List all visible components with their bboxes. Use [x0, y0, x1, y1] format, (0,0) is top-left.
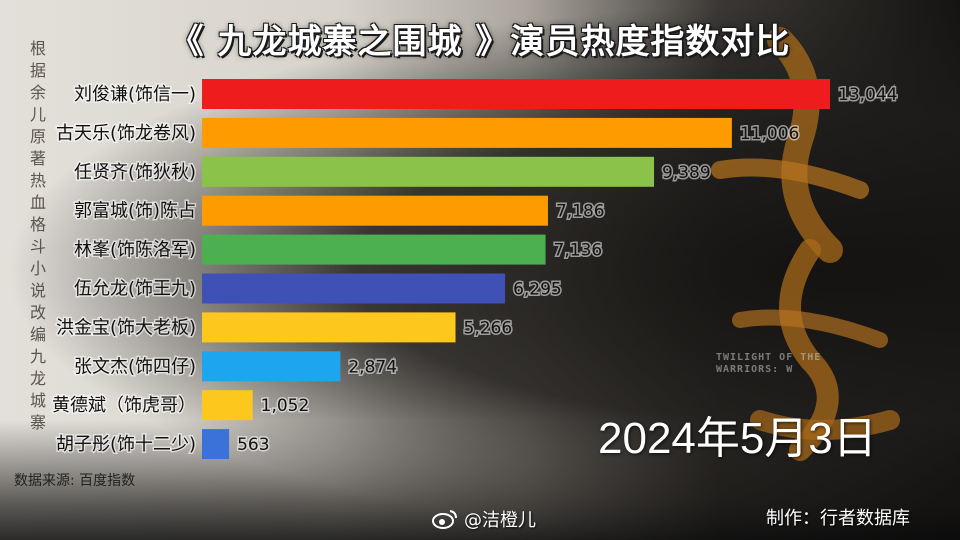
- calligraphy-artwork: [711, 27, 900, 461]
- weibo-icon: [432, 510, 457, 529]
- value-label: 1,052: [261, 396, 310, 416]
- chart-title: 《 九龙城寨之围城 》演员热度指数对比: [169, 22, 791, 62]
- value-label: 7,136: [554, 241, 603, 261]
- data-source: 数据来源: 百度指数: [14, 473, 136, 489]
- category-label: 林峯(饰陈洛军): [74, 240, 196, 261]
- bar-2: [202, 156, 655, 187]
- bar-0: [202, 79, 830, 109]
- poster-english-title: TWILIGHT OF THE WARRIORS: W: [716, 352, 822, 375]
- watermark-text: @洁橙儿: [464, 510, 536, 531]
- bar-3: [202, 195, 548, 226]
- value-label: 11,006: [740, 124, 799, 144]
- value-label: 7,186: [556, 202, 605, 222]
- bar-8: [202, 390, 253, 421]
- value-label: 6,295: [513, 280, 562, 300]
- value-label: 13,044: [838, 85, 897, 105]
- bar-7: [202, 351, 341, 382]
- credit-text: 制作：行者数据库: [766, 508, 910, 529]
- value-label: 5,266: [464, 318, 513, 338]
- bar-5: [202, 273, 506, 304]
- bar-6: [202, 312, 456, 343]
- category-label: 任贤齐(饰狄秋): [74, 162, 196, 183]
- category-label: 古天乐(饰龙卷风): [56, 123, 196, 144]
- bar-1: [202, 117, 732, 148]
- poster-side-text: 根据余儿原著热血格斗小说改编九龙城寨: [27, 40, 46, 436]
- category-label: 刘俊谦(饰信一): [74, 84, 196, 105]
- date-label: 2024年5月3日: [598, 414, 877, 463]
- bar-4: [202, 234, 546, 265]
- category-label: 伍允龙(饰王九): [74, 279, 196, 300]
- category-label: 张文杰(饰四仔): [74, 356, 196, 377]
- weibo-watermark: @洁橙儿: [432, 506, 536, 532]
- bar-9: [202, 429, 230, 460]
- value-label: 9,389: [662, 163, 711, 183]
- value-label: 2,874: [348, 357, 397, 377]
- value-label: 563: [237, 435, 269, 455]
- category-label: 胡子彤(饰十二少): [56, 434, 196, 455]
- category-label: 洪金宝(饰大老板): [56, 317, 196, 338]
- category-label: 郭富城(饰)陈占: [74, 201, 196, 222]
- category-label: 黄德斌（饰虎哥）: [52, 395, 196, 416]
